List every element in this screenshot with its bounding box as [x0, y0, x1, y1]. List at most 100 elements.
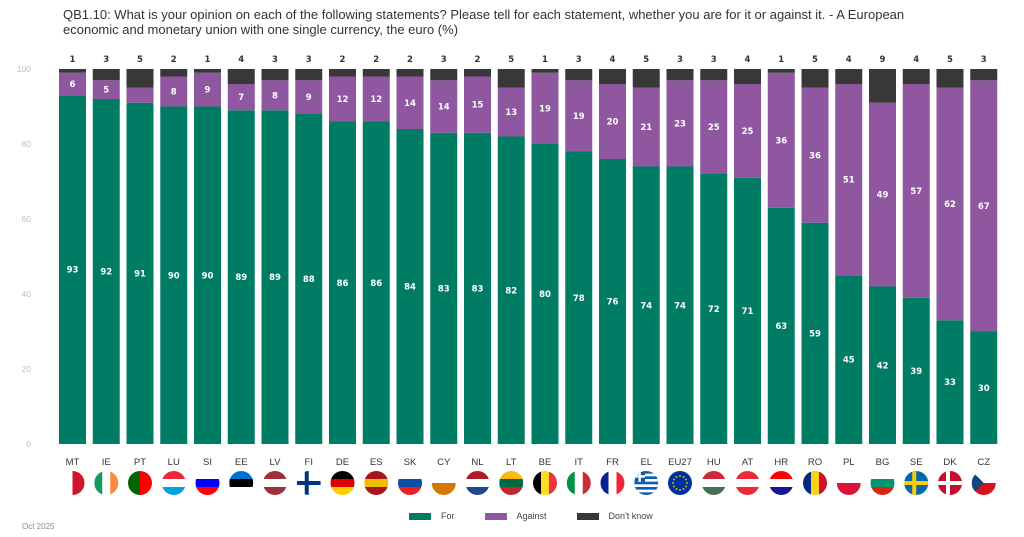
x-tick-label: DE	[336, 457, 349, 468]
flag-icon-cy	[431, 471, 456, 495]
x-tick-label: LV	[270, 457, 282, 468]
bar-segment-for	[497, 136, 525, 444]
data-label-against: 57	[910, 187, 922, 197]
data-label-for: 90	[202, 271, 214, 281]
flag-icon-ro	[803, 471, 827, 495]
bar-segment-dont-know	[936, 69, 964, 88]
data-label-for: 84	[404, 283, 416, 293]
bar-segment-against	[126, 87, 154, 103]
data-label-for: 74	[674, 301, 686, 311]
data-label-against: 6	[70, 80, 76, 90]
bar-segment-against	[565, 80, 593, 152]
data-label-dont-know: 1	[205, 55, 211, 65]
bar-segment-against	[92, 80, 120, 99]
bar-segment-against	[194, 72, 221, 107]
flag-icon-it	[566, 471, 591, 495]
data-label-against: 51	[843, 176, 855, 186]
data-label-dont-know: 3	[711, 55, 717, 65]
x-tick-label: ES	[370, 457, 383, 468]
bar-segment-dont-know	[92, 69, 120, 81]
bar-segment-dont-know	[329, 69, 356, 77]
data-label-against: 5	[103, 86, 109, 96]
legend-item-for[interactable]: For	[409, 511, 455, 521]
bar-segment-dont-know	[396, 69, 424, 77]
bar-segment-for	[970, 331, 998, 444]
bar-segment-against	[632, 87, 660, 167]
data-label-against: 14	[404, 99, 416, 109]
legend-item-against[interactable]: Against	[484, 511, 547, 521]
flag-icon-bg	[870, 471, 895, 495]
data-label-dont-know: 3	[981, 55, 987, 65]
data-label-against: 23	[674, 119, 686, 129]
bar-segment-dont-know	[261, 69, 289, 81]
flag-icon-el	[634, 471, 659, 495]
data-label-for: 83	[438, 284, 450, 294]
flag-icon-hu	[701, 471, 726, 495]
bar-segment-for	[700, 174, 728, 444]
data-label-for: 42	[877, 361, 889, 371]
x-tick-label: LT	[506, 457, 517, 468]
legend-swatch-for	[409, 512, 431, 520]
flag-icon-be	[533, 471, 557, 495]
bar-segment-against	[531, 72, 559, 144]
bar-segment-dont-know	[734, 69, 761, 84]
data-label-against: 9	[205, 86, 211, 96]
data-label-against: 25	[708, 123, 720, 133]
x-tick-label: SE	[910, 457, 923, 468]
flag-icon-lv	[263, 471, 287, 495]
legend-item-dont-know[interactable]: Don't know	[576, 511, 653, 521]
data-label-dont-know: 2	[475, 55, 481, 65]
bar-segment-against	[700, 80, 728, 174]
bar-segment-dont-know	[565, 69, 593, 81]
data-label-dont-know: 3	[677, 55, 683, 65]
data-label-dont-know: 5	[812, 55, 818, 65]
bar-segment-against	[396, 76, 424, 129]
bar-segment-dont-know	[835, 69, 863, 84]
bar-segment-for	[902, 297, 930, 444]
flag-icon-mt	[60, 471, 85, 495]
data-label-dont-know: 5	[508, 55, 514, 65]
legend: For Against Don't know	[409, 511, 683, 521]
bar-segment-for	[531, 144, 559, 444]
x-tick-label: EU27	[668, 457, 692, 468]
flag-icon-ie	[94, 471, 119, 495]
bar-segment-against	[227, 84, 255, 111]
data-label-for: 82	[505, 286, 517, 296]
data-label-dont-know: 5	[643, 55, 649, 65]
x-tick-label: IE	[102, 457, 111, 468]
legend-label-against: Against	[516, 511, 547, 521]
bar-segment-dont-know	[126, 69, 154, 88]
data-label-against: 9	[306, 93, 312, 103]
bar-segment-for	[396, 129, 424, 444]
bar-segment-for	[936, 320, 964, 444]
flag-icon-es	[364, 471, 389, 495]
bar-segment-dont-know	[531, 69, 559, 73]
bar-segment-for	[295, 114, 323, 444]
bar-segment-dont-know	[970, 69, 998, 81]
data-label-for: 30	[978, 384, 990, 394]
data-label-for: 93	[67, 266, 79, 276]
x-tick-label: IT	[575, 457, 584, 468]
bar-segment-dont-know	[362, 69, 390, 77]
data-label-for: 92	[100, 268, 112, 278]
bar-segment-for	[835, 275, 863, 444]
y-tick-label: 60	[22, 214, 32, 224]
bar-segment-dont-know	[160, 69, 188, 77]
x-tick-label: EE	[235, 457, 248, 468]
bar-segment-for	[869, 286, 896, 444]
x-tick-label: NL	[471, 457, 483, 468]
data-label-for: 71	[742, 307, 754, 317]
data-label-dont-know: 4	[846, 55, 852, 65]
bar-segment-dont-know	[902, 69, 930, 84]
y-tick-label: 80	[22, 139, 32, 149]
bar-segment-dont-know	[869, 69, 896, 103]
data-label-dont-know: 4	[913, 55, 919, 65]
flag-icon-lt	[499, 471, 524, 495]
data-label-for: 45	[843, 356, 855, 366]
data-label-against: 12	[370, 95, 382, 105]
data-label-dont-know: 1	[542, 55, 548, 65]
bar-segment-dont-know	[700, 69, 728, 81]
bar-segment-against	[666, 80, 694, 167]
x-tick-label: PL	[843, 457, 855, 468]
data-label-dont-know: 1	[70, 55, 76, 65]
